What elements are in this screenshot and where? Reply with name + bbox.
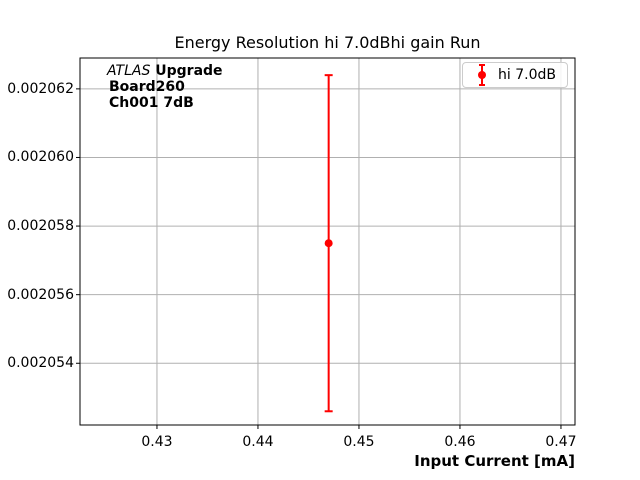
y-tick-label: 0.002062 bbox=[7, 80, 74, 97]
x-tick-label: 0.46 bbox=[444, 434, 476, 450]
legend-data-point bbox=[478, 71, 486, 79]
data-point bbox=[324, 239, 333, 248]
legend-entry-label: hi 7.0dB bbox=[498, 67, 556, 83]
x-tick-label: 0.44 bbox=[242, 434, 274, 450]
annotation-block: ATLAS Upgrade Board260 Ch001 7dB bbox=[107, 63, 223, 111]
annotation-line-experiment: ATLAS Upgrade bbox=[107, 63, 223, 79]
upgrade-label: Upgrade bbox=[150, 63, 223, 79]
y-tick-label: 0.002056 bbox=[7, 286, 74, 303]
legend: hi 7.0dB bbox=[462, 62, 568, 88]
x-tick-label: 0.45 bbox=[343, 434, 375, 450]
y-tick-label: 0.002054 bbox=[7, 355, 74, 372]
x-axis-label: Input Current [mA] bbox=[414, 452, 575, 470]
y-tick-label: 0.002060 bbox=[7, 149, 74, 166]
plot-border bbox=[79, 57, 576, 426]
y-tick-label: 0.002058 bbox=[7, 218, 74, 235]
errorbar-marker-icon bbox=[478, 64, 486, 86]
annotation-line-board: Board260 bbox=[109, 79, 185, 95]
x-tick-label: 0.43 bbox=[141, 434, 173, 450]
x-tick-label: 0.47 bbox=[545, 434, 577, 450]
annotation-line-channel: Ch001 7dB bbox=[109, 95, 194, 111]
chart-title: Energy Resolution hi 7.0dBhi gain Run bbox=[174, 33, 481, 52]
atlas-label: ATLAS bbox=[107, 63, 151, 79]
